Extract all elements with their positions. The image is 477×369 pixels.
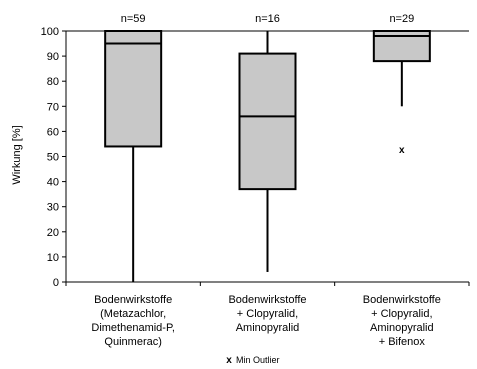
group-count-label: n=59 (121, 13, 146, 25)
y-tick-label: 40 (47, 177, 59, 189)
category-label-line: + Clopyralid, (237, 308, 298, 320)
y-tick-label: 100 (41, 26, 59, 38)
group-count-label: n=16 (255, 13, 280, 25)
legend-outlier-label: Min Outlier (236, 355, 280, 365)
category-label-line: Bodenwirkstoffe (94, 294, 172, 306)
category-label-line: + Clopyralid, (371, 308, 432, 320)
category-label-line: + Bifenox (379, 336, 426, 348)
y-tick-label: 80 (47, 76, 59, 88)
box (238, 52, 297, 191)
box (104, 30, 163, 148)
category-label-line: Bodenwirkstoffe (363, 294, 441, 306)
outlier-marker: x (399, 145, 405, 156)
y-axis-label: Wirkung [%] (11, 125, 23, 184)
group-count-label: n=29 (389, 13, 414, 25)
category-label-line: Dimethenamid-P, (91, 322, 175, 334)
legend-outlier-marker: x (226, 355, 232, 366)
category-label-line: Aminopyralid (236, 322, 300, 334)
category-label-line: Aminopyralid (370, 322, 434, 334)
legend: x Min Outlier (226, 355, 279, 366)
y-tick-label: 70 (47, 101, 59, 113)
y-tick-label: 90 (47, 51, 59, 63)
y-tick-label: 50 (47, 152, 59, 164)
category-label-line: Bodenwirkstoffe (228, 294, 306, 306)
category-label-line: (Metazachlor, (100, 308, 166, 320)
y-tick-label: 30 (47, 202, 59, 214)
y-tick-label: 0 (53, 277, 59, 289)
y-tick-label: 10 (47, 252, 59, 264)
y-tick-label: 60 (47, 126, 59, 138)
category-label-line: Quinmerac) (104, 336, 161, 348)
y-tick-label: 20 (47, 227, 59, 239)
plot-area: 0 10 20 30 40 50 60 70 80 90 100 n=59 Bodenwirkstoff… (41, 13, 470, 348)
